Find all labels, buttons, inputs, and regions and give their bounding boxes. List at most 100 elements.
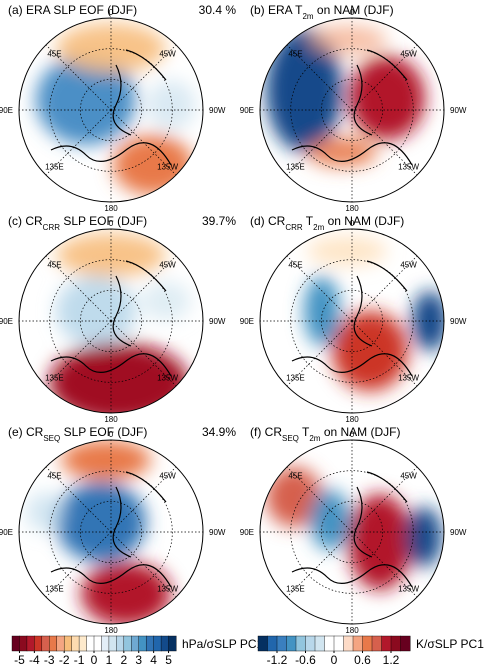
longitude-label: 90W [209,106,226,115]
longitude-label: 45E [288,49,302,58]
meridian [351,109,418,176]
colorbar-bin [400,635,411,652]
colorbar-bin [168,635,177,652]
anomaly [26,492,66,532]
latitude-circle [79,78,143,142]
map-panel: (f) CRSEQ T2m on NAM (DJF)0 45W 90W 135W 180… [240,425,467,635]
anomaly [81,562,171,624]
longitude-label: 90E [240,528,254,537]
longitude-label: 45E [288,260,302,269]
colorbar-tick-label: 1 [106,653,113,666]
longitude-label: 135W [157,374,178,383]
longitude-label: 90E [240,106,254,115]
title-part: (c) CR [8,214,43,228]
longitude-label: 135E [45,585,64,594]
longitude-label: 0 [109,430,114,439]
colorbar-bin [123,635,132,652]
title-part: (d) CR [250,214,286,228]
panel-title: (e) CRSEQ SLP EOF (DJF) [8,425,147,443]
colorbar-bin [63,635,73,652]
anomaly [56,276,136,346]
colorbar-unit: K/σSLP PC1 [416,637,484,651]
latitude-circle [79,500,143,564]
longitude-label: 45E [288,471,302,480]
longitude-label: 90W [209,528,226,537]
longitude-label: 90W [450,528,467,537]
anomaly [307,25,387,55]
longitude-label: 90E [0,317,13,326]
latitude-circle [49,48,173,172]
longitude-label: 0 [350,8,355,17]
latitude-circle [49,470,173,594]
latitude-circle [49,259,173,383]
colorbar-tick-label: -2 [59,653,70,666]
meridian [286,531,353,598]
longitude-label: 0 [350,219,355,228]
longitude-label: 45W [400,260,417,269]
colorbar-bin [257,635,269,652]
panel-title: (b) ERA T2m on NAM (DJF) [250,3,394,21]
variance-percent: 34.9% [202,425,236,439]
colorbar-tick-label: 0.6 [354,653,371,666]
title-part: on NAM (DJF) [314,3,394,17]
colorbar-bin [371,635,383,652]
map-panel: (c) CRCRR SLP EOF (DJF) 39.7% 0 45W 90W 135W 1… [0,214,236,424]
colorbar-tick-label: 4 [150,653,157,666]
colorbar-bin [324,635,335,652]
colorbar-bin [343,635,354,652]
title-part: T [303,214,314,228]
colorbar-bin [11,635,20,652]
colorbar-tick-label: -3 [44,653,55,666]
variance-percent: 39.7% [202,214,236,228]
map-panel: (b) ERA T2m on NAM (DJF)0 45W 90W 135W 180 13… [240,3,467,213]
field [26,440,172,624]
anomaly [56,23,166,73]
colorbar-bin [267,635,278,652]
longitude-label: 45W [159,471,176,480]
longitude-label: 45E [47,260,61,269]
longitude-label: 90W [450,106,467,115]
anomaly [49,343,189,413]
title-part: CRR [43,223,61,232]
title-part: (b) ERA T [250,3,303,17]
title-part: 2m [302,12,313,21]
title-part: CRR [285,223,303,232]
longitude-label: 135W [398,163,419,172]
colorbar-tick-label: -1 [74,653,85,666]
anomaly [146,80,196,130]
title-part: SLP EOF (DJF) [60,214,147,228]
title-part: T [299,425,310,439]
meridian [45,320,112,387]
colorbar-bin [314,635,326,652]
colorbar-bin [276,635,288,652]
meridian [110,109,177,176]
longitude-label: 45W [400,471,417,480]
title-part: on NAM (DJF) [324,214,404,228]
meridian [45,255,112,322]
latitude-circle [320,78,384,142]
map-panel: (a) ERA SLP EOF (DJF) 30.4 % 0 45W 90W 135W 18… [0,3,236,213]
longitude-label: 135E [286,163,305,172]
longitude-label: 135W [157,163,178,172]
colorbar-bin [108,635,117,652]
colorbar-bin [93,635,102,652]
colorbar-bin [41,635,50,652]
title-part: (f) CR [250,425,282,439]
longitude-label: 180 [104,415,118,424]
colorbar-bin [86,635,95,652]
title-part: SEQ [43,434,60,443]
colorbar-bin [56,635,65,652]
longitude-label: 90W [209,317,226,326]
latitude-circle [320,289,384,353]
anomaly [307,236,387,266]
title-part: 2m [309,434,320,443]
colorbar-bin [71,635,80,652]
longitude-label: 135E [286,374,305,383]
colorbar-bin [26,635,35,652]
longitude-label: 180 [104,204,118,213]
anomaly [266,467,322,527]
colorbar-tick-label: 0 [331,653,338,666]
colorbar-bin [352,635,364,652]
meridian [45,466,112,533]
